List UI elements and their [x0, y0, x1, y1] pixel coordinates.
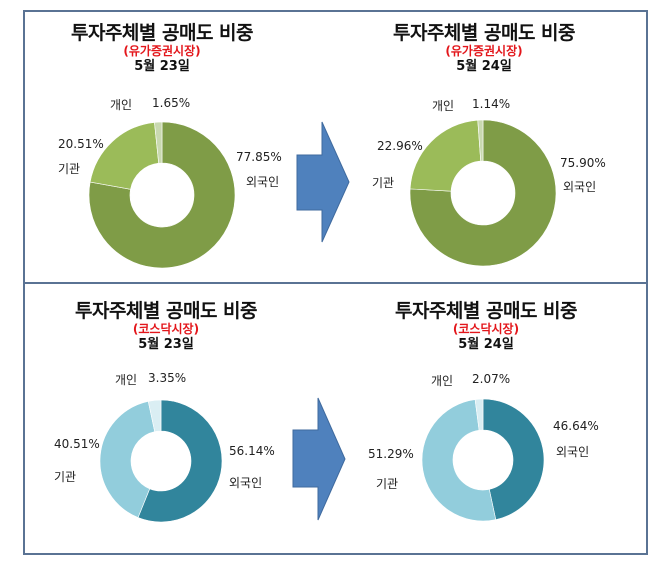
- right-arrow-icon: [292, 397, 346, 521]
- panel-title-kosdaq-0523: 투자주체별 공매도 비중 (코스닥시장) 5월 23일: [46, 300, 286, 353]
- value-institution: 20.51%: [58, 137, 104, 151]
- label-foreign: 외국인: [246, 175, 280, 189]
- value-individual: 2.07%: [472, 372, 511, 386]
- label-individual: 개인: [110, 98, 133, 112]
- market-label: (유가증권시장): [123, 44, 201, 58]
- slice-individual: [477, 119, 484, 162]
- chart-title: 투자주체별 공매도 비중: [392, 22, 576, 44]
- value-institution: 22.96%: [377, 139, 423, 153]
- value-institution: 51.29%: [368, 447, 414, 461]
- market-label: (코스닥시장): [452, 322, 520, 336]
- chart-title: 투자주체별 공매도 비중: [394, 300, 578, 322]
- value-institution: 40.51%: [54, 437, 100, 451]
- label-foreign: 외국인: [229, 476, 263, 490]
- panel-title-kosdaq-0524: 투자주체별 공매도 비중 (코스닥시장) 5월 24일: [366, 300, 606, 353]
- label-institution: 기관: [372, 176, 395, 190]
- slice-institution: [89, 122, 160, 190]
- date-label: 5월 24일: [456, 59, 512, 74]
- label-individual: 개인: [432, 99, 455, 113]
- value-individual: 1.14%: [472, 97, 511, 111]
- date-label: 5월 23일: [134, 59, 190, 74]
- section-divider: [23, 282, 648, 284]
- slice-foreign: [409, 119, 557, 267]
- slice-institution: [409, 119, 482, 192]
- panel-title-kospi-0524: 투자주체별 공매도 비중 (유가증권시장) 5월 24일: [364, 22, 604, 75]
- value-foreign: 77.85%: [236, 150, 282, 164]
- value-foreign: 46.64%: [553, 419, 599, 433]
- market-label: (코스닥시장): [132, 322, 200, 336]
- slice-institution: [421, 399, 497, 522]
- slice-foreign: [137, 399, 223, 523]
- slice-foreign: [482, 398, 545, 521]
- slice-individual: [147, 399, 162, 433]
- label-foreign: 외국인: [556, 445, 590, 459]
- value-individual: 1.65%: [152, 96, 191, 110]
- chart-title: 투자주체별 공매도 비중: [74, 300, 258, 322]
- value-foreign: 56.14%: [229, 444, 275, 458]
- donut-kospi-0523: [88, 121, 236, 269]
- label-individual: 개인: [115, 373, 138, 387]
- label-foreign: 외국인: [563, 180, 597, 194]
- slice-individual: [154, 121, 163, 164]
- slice-foreign: [88, 121, 236, 269]
- label-institution: 기관: [54, 470, 77, 484]
- value-foreign: 75.90%: [560, 156, 606, 170]
- label-individual: 개인: [431, 374, 454, 388]
- donut-kosdaq-0523: [99, 399, 223, 523]
- market-label: (유가증권시장): [445, 44, 523, 58]
- chart-title: 투자주체별 공매도 비중: [70, 22, 254, 44]
- slice-institution: [99, 400, 156, 518]
- label-institution: 기관: [376, 477, 399, 491]
- panel-title-kospi-0523: 투자주체별 공매도 비중 (유가증권시장) 5월 23일: [42, 22, 282, 75]
- slice-individual: [474, 398, 484, 431]
- date-label: 5월 23일: [138, 337, 194, 352]
- value-individual: 3.35%: [148, 371, 187, 385]
- donut-kospi-0524: [409, 119, 557, 267]
- right-arrow-icon: [296, 121, 350, 243]
- date-label: 5월 24일: [458, 337, 514, 352]
- donut-kosdaq-0524: [421, 398, 545, 522]
- label-institution: 기관: [58, 162, 81, 176]
